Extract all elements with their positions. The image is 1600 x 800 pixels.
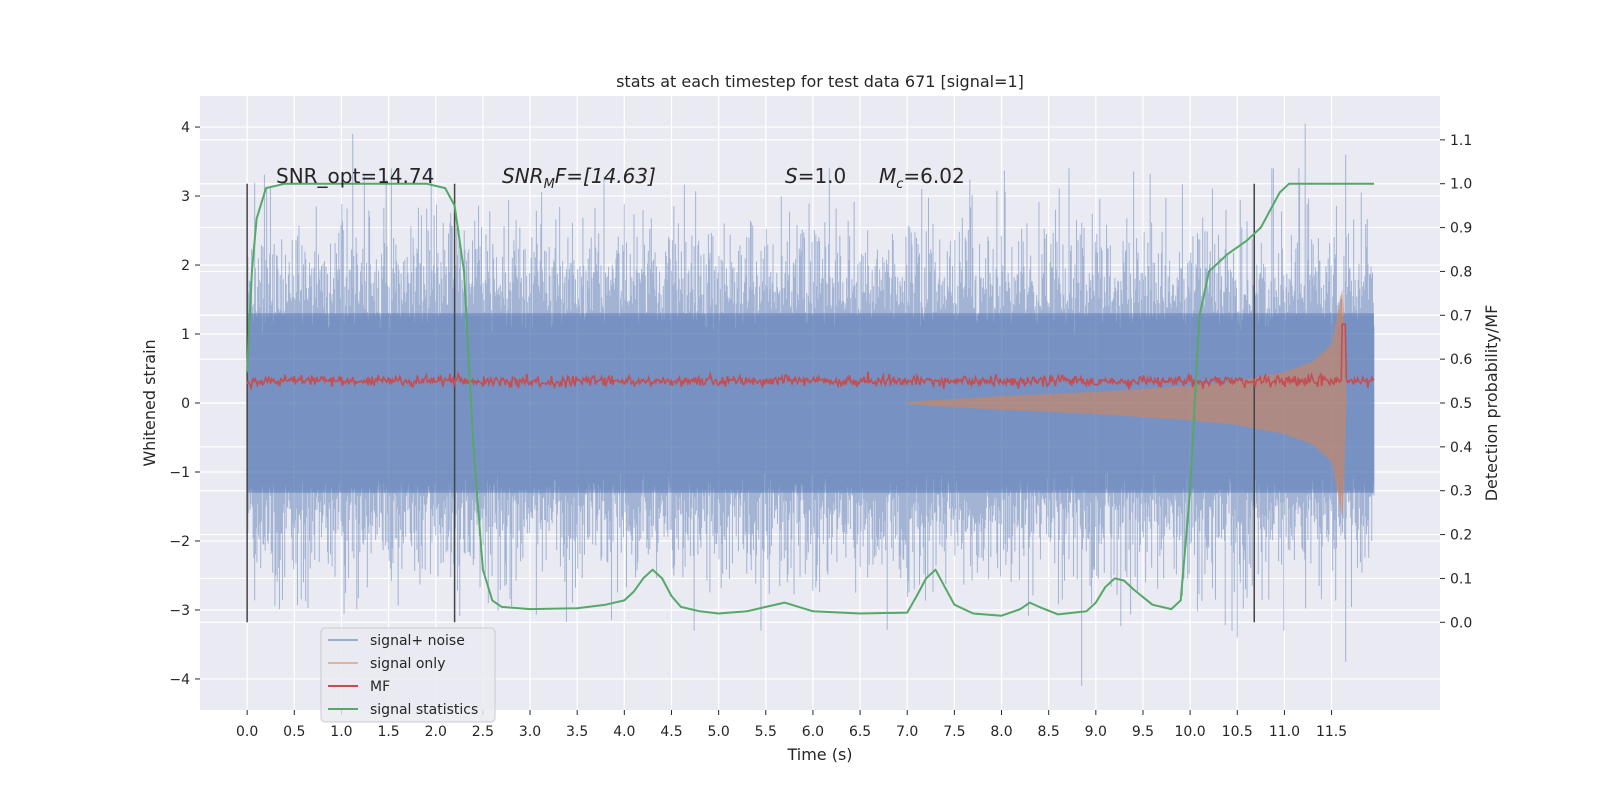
annotation-snr-mf-main: SNR (502, 164, 544, 188)
y-axis-label: Whitened strain (140, 339, 159, 466)
x-tick-label: 8.5 (1038, 724, 1060, 740)
x-tick-label: 7.5 (943, 724, 965, 740)
x-tick-label: 1.0 (330, 724, 352, 740)
x-tick-label: 5.5 (755, 724, 777, 740)
annotation-snr-mf: SNRMF=[14.63] (502, 164, 656, 192)
y-right-tick-label: 0.9 (1450, 221, 1472, 237)
legend: signal+ noise signal only MF signal stat… (320, 627, 496, 723)
y-right-tick-label: 0.6 (1450, 352, 1472, 368)
annotation-snr-mf-sub: M (544, 177, 555, 192)
annotation-snr-opt: SNR_opt=14.74 (276, 164, 434, 188)
signal-only-series (907, 288, 1347, 518)
y-right-axis-label: Detection probability/MF (1482, 305, 1501, 502)
x-tick-label: 10.5 (1222, 724, 1253, 740)
y-tick-label: 3 (181, 189, 190, 205)
signal-statistics-series (246, 182, 1374, 617)
annotation-snr-mf-rest: F=[14.63] (555, 164, 656, 188)
x-tick-label: 2.0 (425, 724, 447, 740)
y-right-tick-label: 0.1 (1450, 571, 1472, 587)
x-tick-label: 3.0 (519, 724, 541, 740)
signal-statistics-line (246, 182, 1374, 617)
x-tick-label: 9.0 (1085, 724, 1107, 740)
y-right-tick-label: 0.5 (1450, 396, 1472, 412)
y-tick-label: 0 (181, 396, 190, 412)
y-tick-label: −2 (169, 534, 190, 550)
y-right-tick-label: 0.7 (1450, 308, 1472, 324)
y-tick-label: 2 (181, 258, 190, 274)
legend-label-signal-statistics: signal statistics (370, 702, 478, 718)
y-right-tick-label: 0.0 (1450, 615, 1472, 631)
y-tick-label: 4 (181, 120, 190, 136)
signal-only-area (907, 288, 1347, 518)
x-tick-label: 1.5 (377, 724, 399, 740)
x-tick-label: 4.0 (613, 724, 635, 740)
x-axis-label: Time (s) (786, 745, 852, 764)
y-right-tick-label: 1.1 (1450, 133, 1472, 149)
y-right-tick-label: 1.0 (1450, 177, 1472, 193)
vertical-markers (246, 183, 1255, 623)
x-tick-label: 11.5 (1316, 724, 1347, 740)
y-right-tick-label: 0.3 (1450, 484, 1472, 500)
x-tick-label: 2.5 (472, 724, 494, 740)
y-tick-label: 1 (181, 327, 190, 343)
ticks: 0.0 0.5 1.0 1.5 2.0 2.5 3.0 3.5 4.0 4.5 5.0 5.5 6.0 6… (169, 120, 1472, 740)
x-tick-label: 8.0 (990, 724, 1012, 740)
x-tick-label: 4.5 (660, 724, 682, 740)
x-tick-label: 11.0 (1269, 724, 1300, 740)
x-tick-label: 6.0 (802, 724, 824, 740)
legend-label-mf: MF (370, 679, 390, 695)
annotation-s-main: S (785, 164, 798, 188)
y-right-tick-label: 0.8 (1450, 264, 1472, 280)
x-tick-label: 0.5 (283, 724, 305, 740)
annotation-mc-sub: c (896, 177, 903, 192)
annotation-mc-main: M (879, 164, 896, 188)
y-tick-label: −1 (169, 465, 190, 481)
chart-title: stats at each timestep for test data 671… (616, 72, 1024, 91)
y-right-tick-label: 0.2 (1450, 528, 1472, 544)
y-tick-label: −3 (169, 603, 190, 619)
annotation-s-rest: =1.0 (798, 164, 847, 188)
x-tick-label: 7.0 (896, 724, 918, 740)
annotation-s: S=1.0 (785, 164, 846, 188)
legend-box (320, 627, 496, 723)
x-tick-label: 10.0 (1175, 724, 1206, 740)
legend-label-signal-only: signal only (370, 656, 445, 672)
legend-label-signal-noise: signal+ noise (370, 633, 465, 649)
mf-line (246, 323, 1375, 391)
mf-series (246, 323, 1375, 391)
x-tick-label: 9.5 (1132, 724, 1154, 740)
y-tick-label: −4 (169, 672, 190, 688)
annotation-mc-rest: =6.02 (903, 164, 964, 188)
x-tick-label: 5.0 (707, 724, 729, 740)
annotation-mc: Mc=6.02 (879, 164, 965, 192)
x-tick-label: 6.5 (849, 724, 871, 740)
x-tick-label: 3.5 (566, 724, 588, 740)
x-tick-label: 0.0 (236, 724, 258, 740)
y-right-tick-label: 0.4 (1450, 440, 1472, 456)
